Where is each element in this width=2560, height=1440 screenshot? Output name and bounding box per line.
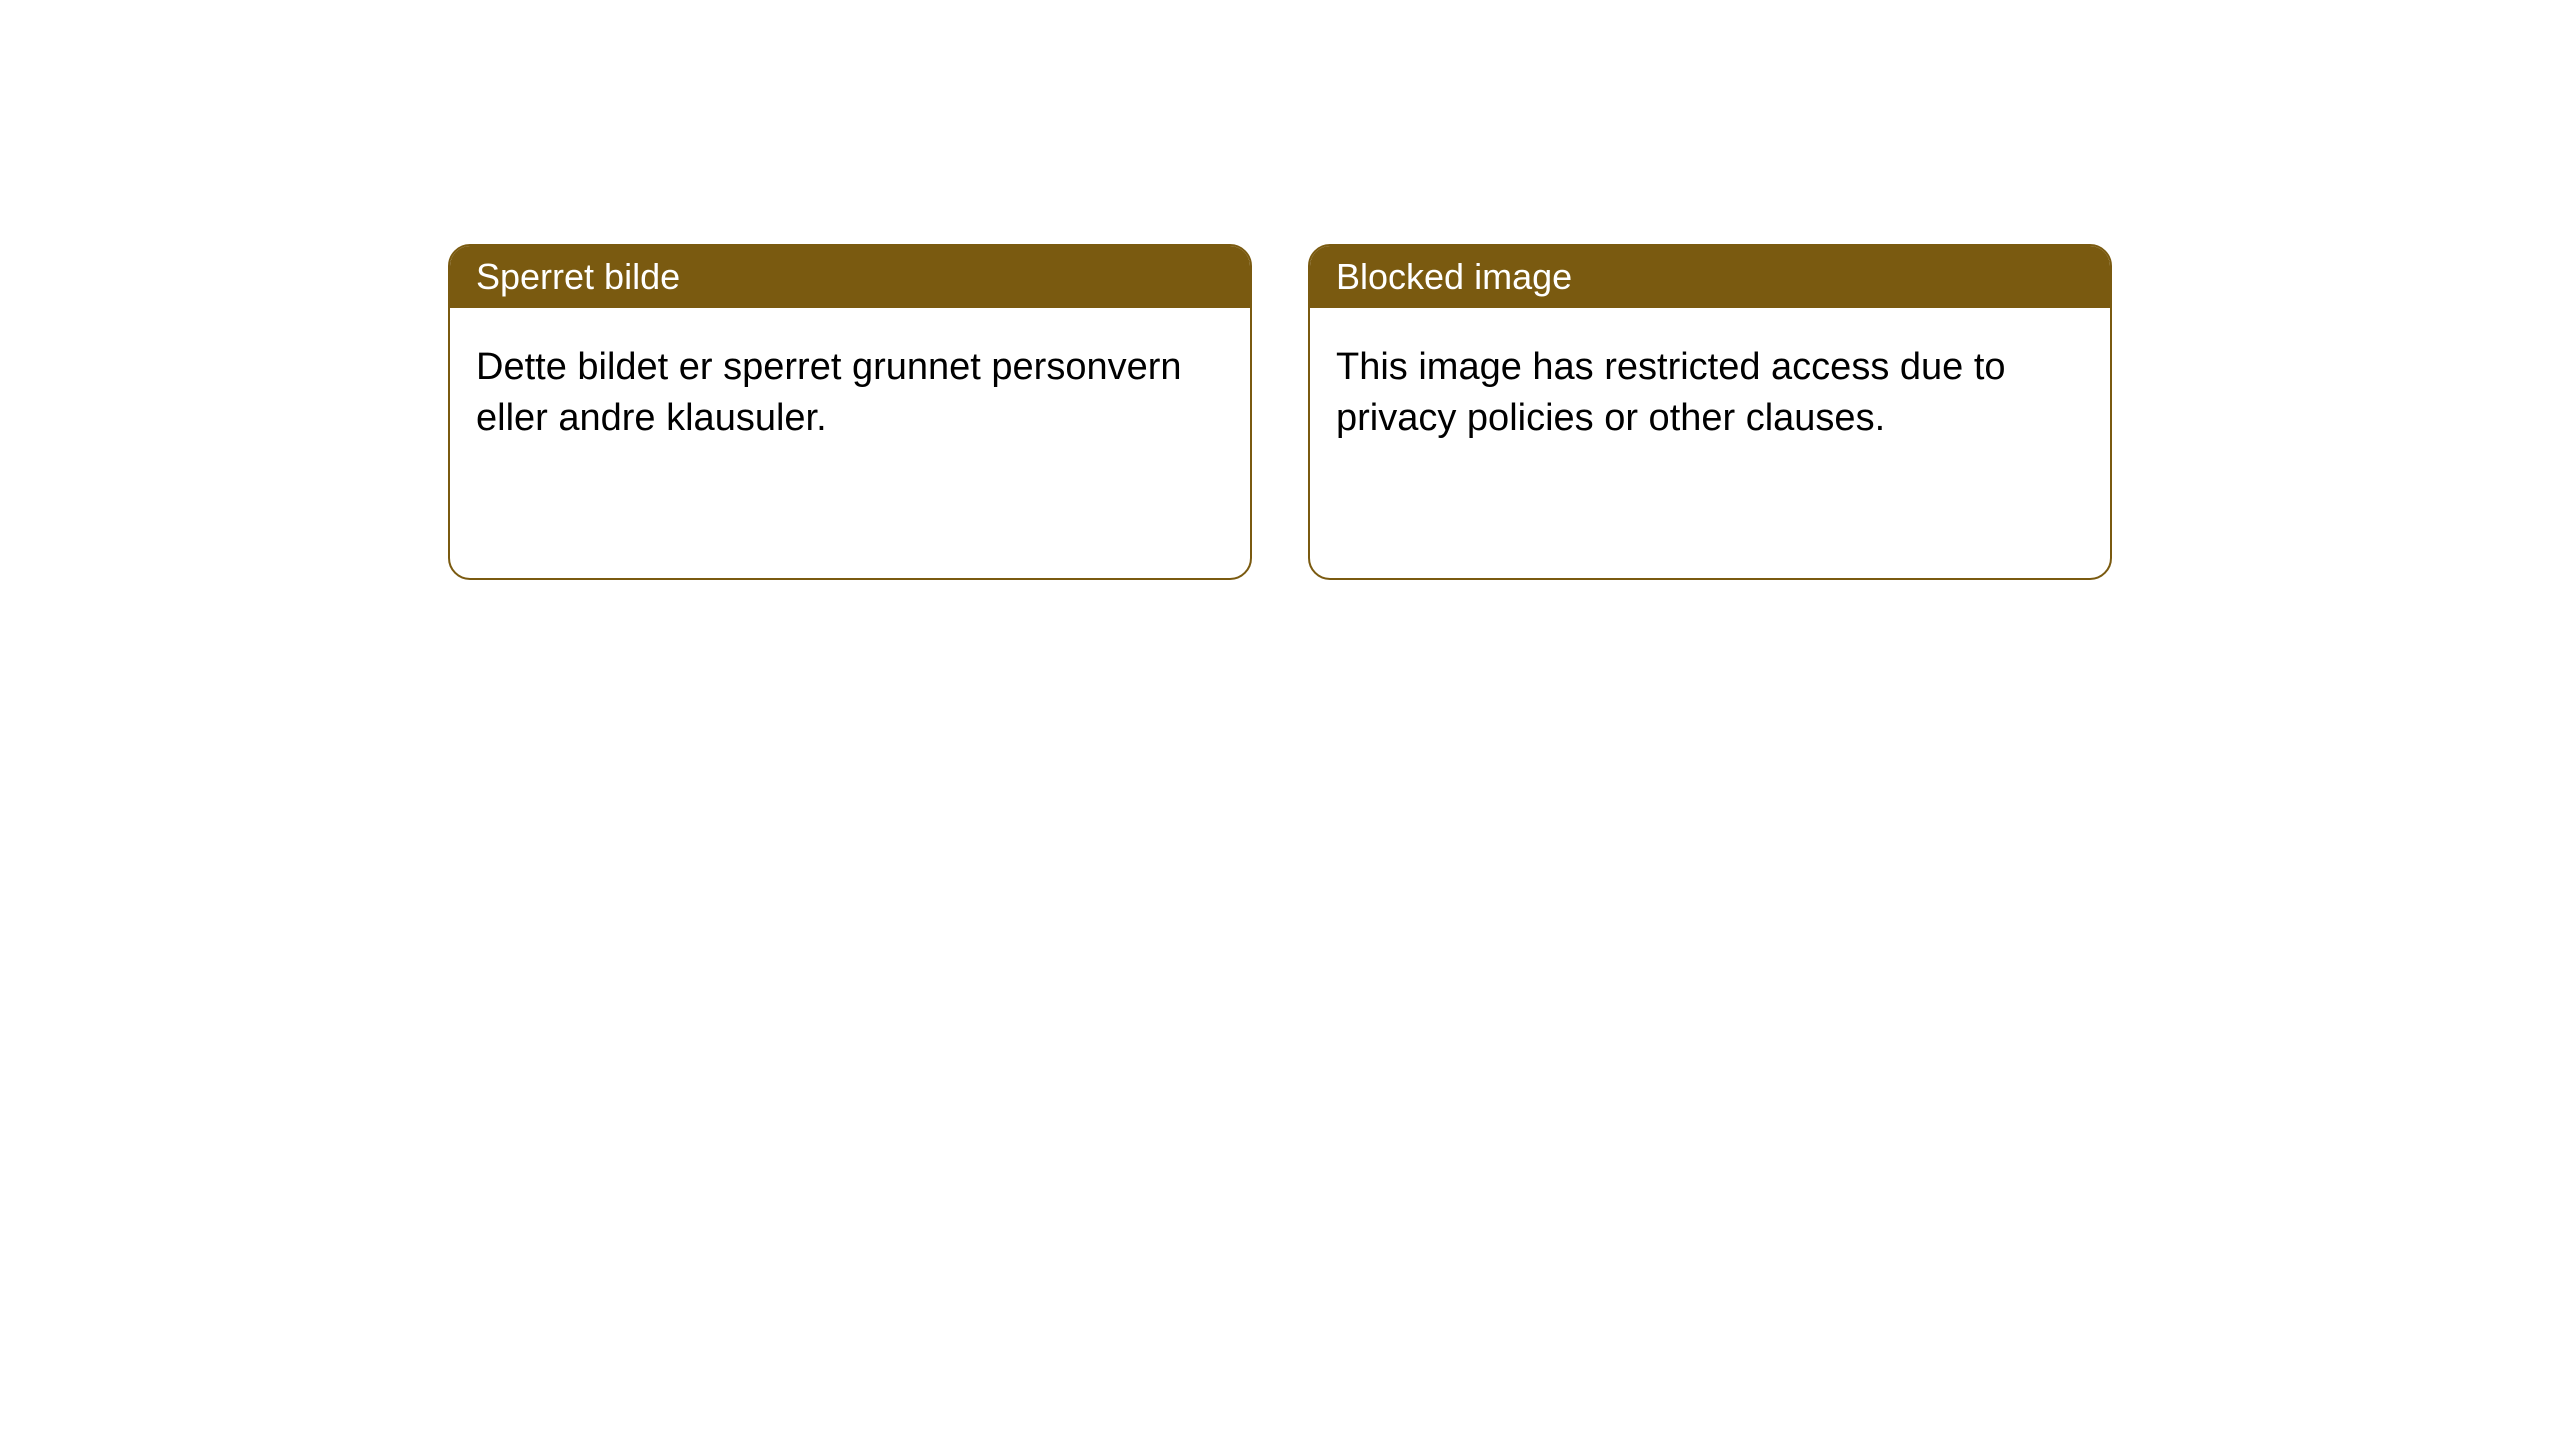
blocked-image-card-no: Sperret bilde Dette bildet er sperret gr… bbox=[448, 244, 1252, 580]
card-body-en: This image has restricted access due to … bbox=[1310, 308, 2110, 471]
blocked-image-card-en: Blocked image This image has restricted … bbox=[1308, 244, 2112, 580]
card-body-no: Dette bildet er sperret grunnet personve… bbox=[450, 308, 1250, 471]
card-header-en: Blocked image bbox=[1310, 246, 2110, 308]
cards-container: Sperret bilde Dette bildet er sperret gr… bbox=[0, 0, 2560, 580]
card-header-no: Sperret bilde bbox=[450, 246, 1250, 308]
